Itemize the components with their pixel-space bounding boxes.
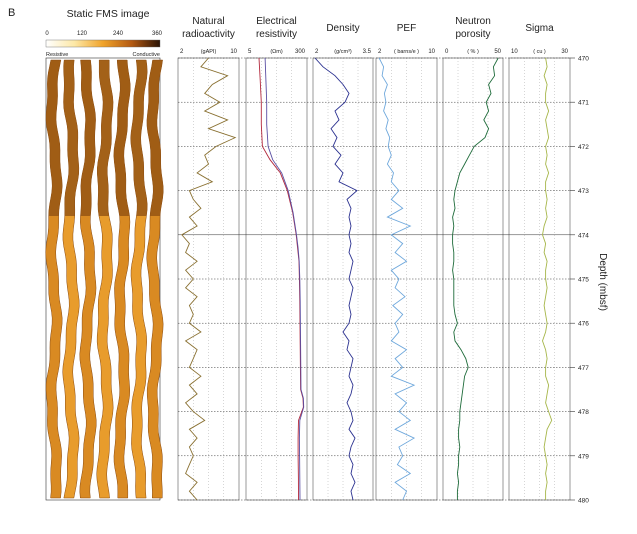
fms-conductive-label: Conductive	[132, 52, 160, 58]
track-title-res: Electrical	[256, 16, 297, 27]
depth-tick-label: 478	[578, 409, 589, 416]
fms-tick-label: 0	[45, 31, 49, 37]
curve-sig-6	[542, 57, 553, 500]
track-title-pef: PEF	[397, 23, 416, 34]
depth-tick-label: 474	[578, 232, 589, 239]
track-title-sig: Sigma	[525, 23, 554, 34]
fms-title: Static FMS image	[67, 8, 150, 20]
track-max-sig: 30	[561, 49, 568, 55]
curve-res-2	[264, 57, 305, 501]
track-min-res: 5	[248, 49, 252, 55]
curve-pef-4	[378, 57, 416, 501]
fms-color-scale-bar	[45, 39, 161, 48]
fms-strip-dark-section	[146, 60, 164, 216]
depth-tick-label: 472	[578, 144, 589, 151]
depth-tick-label: 475	[578, 277, 589, 284]
fms-pad-strips	[45, 59, 164, 499]
curve-den-3	[314, 57, 358, 501]
track-title-ngr: Natural	[192, 16, 224, 27]
track-max-den: 3.5	[363, 49, 372, 55]
fms-scale-ticks: 0 120 240 360	[45, 31, 162, 37]
fms-tick-label: 240	[113, 31, 124, 37]
log-curves	[181, 57, 553, 501]
track-title-nph: Neutron	[455, 16, 491, 27]
depth-tick-label: 479	[578, 453, 589, 460]
fms-strip-dark-section	[113, 60, 131, 216]
track-min-nph: 0	[445, 49, 449, 55]
depth-axis-ticks: 470 471 472 473 474 475 476 477 478 479 480	[570, 56, 589, 505]
depth-tick-label: 470	[578, 56, 589, 63]
depth-gridlines	[178, 57, 570, 501]
track-unit-den: (g/cm³)	[334, 49, 352, 55]
track-title-nph: porosity	[455, 29, 490, 40]
fms-tick-label: 120	[77, 31, 88, 37]
track-min-sig: 10	[511, 49, 518, 55]
fms-strip-dark-section	[63, 60, 79, 216]
depth-tick-label: 473	[578, 188, 589, 195]
track-min-pef: 2	[378, 49, 382, 55]
fms-strip-dark-section	[46, 60, 63, 216]
fms-strip-dark-section	[80, 60, 96, 216]
track-max-res: 300	[295, 49, 306, 55]
track-title-res: resistivity	[256, 29, 297, 40]
track-unit-pef: ( barns/e )	[394, 49, 419, 55]
curve-ngr-0	[181, 57, 237, 501]
track-title-ngr: radioactivity	[182, 29, 235, 40]
track-unit-res: (Ωm)	[270, 49, 283, 55]
depth-axis-label: Depth (mbsf)	[597, 253, 608, 311]
fms-image-panel	[45, 57, 164, 501]
track-max-ngr: 10	[230, 49, 237, 55]
track-max-pef: 10	[428, 49, 435, 55]
fms-strip-dark-section	[130, 60, 148, 216]
depth-tick-label: 480	[578, 498, 589, 505]
panel-label: B	[8, 7, 15, 19]
track-min-den: 2	[315, 49, 319, 55]
track-headers: Natural radioactivity 2 10 (gAPI) Electrical r…	[180, 16, 569, 55]
fms-strip-dark-section	[97, 60, 114, 216]
depth-tick-label: 477	[578, 365, 589, 372]
track-max-nph: 50	[494, 49, 501, 55]
track-title-den: Density	[326, 23, 359, 34]
fms-tick-label: 360	[152, 31, 163, 37]
track-unit-ngr: (gAPI)	[201, 49, 217, 55]
depth-tick-label: 476	[578, 321, 589, 328]
track-unit-nph: ( % )	[467, 49, 479, 55]
curve-nph-5	[452, 57, 499, 500]
track-unit-sig: ( cu )	[533, 49, 546, 55]
fms-resistive-label: Resistive	[46, 52, 68, 58]
track-min-ngr: 2	[180, 49, 184, 55]
depth-tick-label: 471	[578, 100, 589, 107]
